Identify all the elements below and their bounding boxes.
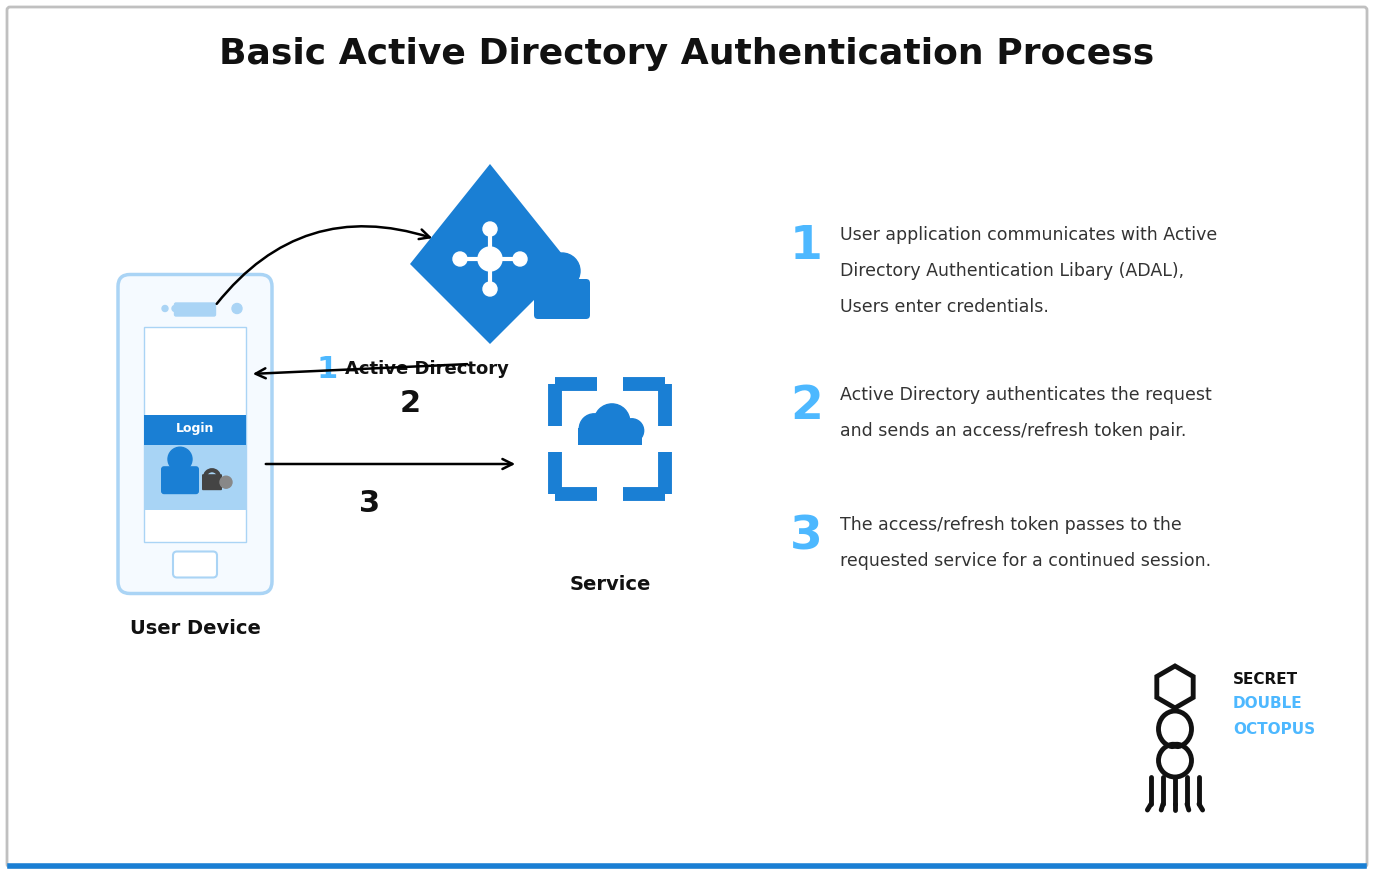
Circle shape bbox=[620, 419, 643, 442]
Text: requested service for a continued session.: requested service for a continued sessio… bbox=[840, 552, 1210, 570]
Text: Service: Service bbox=[569, 574, 651, 593]
Text: Login: Login bbox=[176, 422, 214, 435]
Text: 2: 2 bbox=[790, 384, 823, 429]
Polygon shape bbox=[409, 164, 570, 344]
Circle shape bbox=[580, 413, 609, 443]
Ellipse shape bbox=[1164, 717, 1186, 742]
Text: Active Directory authenticates the request: Active Directory authenticates the reque… bbox=[840, 386, 1212, 404]
FancyBboxPatch shape bbox=[202, 475, 223, 490]
Text: The access/refresh token passes to the: The access/refresh token passes to the bbox=[840, 516, 1182, 534]
FancyBboxPatch shape bbox=[144, 445, 246, 510]
Text: OCTOPUS: OCTOPUS bbox=[1232, 722, 1315, 737]
FancyBboxPatch shape bbox=[118, 274, 272, 593]
Circle shape bbox=[181, 306, 188, 311]
Circle shape bbox=[594, 404, 629, 440]
FancyBboxPatch shape bbox=[173, 551, 217, 578]
Text: Active Directory: Active Directory bbox=[345, 360, 508, 378]
Text: 3: 3 bbox=[360, 489, 381, 518]
Circle shape bbox=[544, 253, 580, 289]
Circle shape bbox=[232, 303, 242, 314]
Text: 1: 1 bbox=[790, 224, 823, 269]
Circle shape bbox=[484, 282, 497, 296]
Text: 2: 2 bbox=[400, 390, 420, 419]
Text: DOUBLE: DOUBLE bbox=[1232, 697, 1303, 711]
Ellipse shape bbox=[1164, 749, 1186, 773]
FancyBboxPatch shape bbox=[578, 427, 642, 446]
Polygon shape bbox=[1165, 676, 1184, 698]
FancyBboxPatch shape bbox=[144, 414, 246, 445]
Circle shape bbox=[168, 447, 192, 471]
Text: User Device: User Device bbox=[129, 620, 261, 639]
Circle shape bbox=[162, 306, 168, 311]
Text: and sends an access/refresh token pair.: and sends an access/refresh token pair. bbox=[840, 422, 1186, 440]
FancyBboxPatch shape bbox=[161, 466, 199, 494]
Text: Directory Authentication Libary (ADAL),: Directory Authentication Libary (ADAL), bbox=[840, 262, 1184, 280]
Text: 3: 3 bbox=[790, 514, 823, 559]
Text: Basic Active Directory Authentication Process: Basic Active Directory Authentication Pr… bbox=[220, 37, 1154, 71]
FancyBboxPatch shape bbox=[7, 7, 1367, 867]
FancyBboxPatch shape bbox=[144, 327, 246, 542]
FancyBboxPatch shape bbox=[174, 303, 216, 316]
Circle shape bbox=[484, 222, 497, 236]
Circle shape bbox=[478, 247, 502, 271]
Circle shape bbox=[172, 306, 179, 311]
Text: User application communicates with Active: User application communicates with Activ… bbox=[840, 226, 1217, 244]
Circle shape bbox=[220, 476, 232, 489]
FancyBboxPatch shape bbox=[534, 279, 589, 319]
Text: 1: 1 bbox=[317, 355, 338, 384]
Circle shape bbox=[513, 252, 528, 266]
Text: Users enter credentials.: Users enter credentials. bbox=[840, 298, 1048, 316]
Text: SECRET: SECRET bbox=[1232, 671, 1298, 686]
Circle shape bbox=[453, 252, 467, 266]
